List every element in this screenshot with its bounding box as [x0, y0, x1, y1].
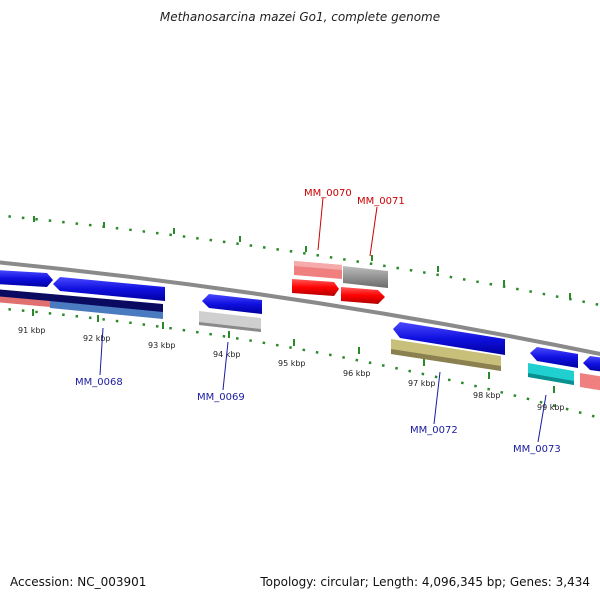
gene-feature-mm0068-forward[interactable] [53, 277, 165, 301]
ruler-label-96: 96 kbp [343, 369, 371, 378]
accession-text: Accession: NC_003901 [10, 575, 147, 589]
leader-mm0073 [537, 394, 547, 443]
track-mm0073-inner [528, 363, 574, 385]
genome-backbone [0, 260, 600, 357]
leader-mm0072 [433, 371, 441, 425]
gene-feature-mm0069[interactable] [202, 294, 262, 314]
track-right-edge-inner [580, 373, 600, 391]
gene-label-mm0070[interactable]: MM_0070 [304, 188, 352, 199]
gene-feature-mm0070[interactable] [294, 261, 342, 279]
ruler-label-98: 98 kbp [473, 391, 501, 400]
inner-ruler-ticks [32, 309, 555, 393]
genome-title: Methanosarcina mazei Go1, complete genom… [159, 10, 441, 24]
leader-mm0070 [317, 197, 324, 251]
gene-label-mm0071[interactable]: MM_0071 [357, 196, 405, 207]
gene-label-mm0068[interactable]: MM_0068 [75, 377, 123, 388]
gene-feature-mm0071[interactable] [343, 266, 388, 288]
gene-label-mm0069[interactable]: MM_0069 [197, 392, 245, 403]
ruler-label-95: 95 kbp [278, 359, 306, 368]
outer-ruler-ticks [33, 216, 571, 299]
ruler-label-93: 93 kbp [148, 341, 176, 350]
gene-feature-left-1[interactable] [0, 270, 53, 287]
leader-mm0069 [222, 341, 229, 391]
ruler-label-97: 97 kbp [408, 379, 436, 388]
gene-feature-mm0073[interactable] [530, 347, 578, 368]
topology-summary-text: Topology: circular; Length: 4,096,345 bp… [260, 575, 590, 589]
gene-feature-mm0072[interactable] [393, 322, 505, 355]
leader-mm0068 [99, 327, 104, 376]
gene-feature-right-edge[interactable] [583, 356, 600, 372]
ruler-label-91: 91 kbp [18, 326, 46, 335]
gene-label-mm0073[interactable]: MM_0073 [513, 444, 561, 455]
inner-ruler-dots [0, 307, 600, 420]
gene-feature-mm0070-cds[interactable] [292, 279, 339, 296]
gene-label-mm0072[interactable]: MM_0072 [410, 425, 458, 436]
leader-mm0071 [369, 206, 378, 257]
ruler-label-99: 99 kbp [537, 403, 565, 412]
track-mm0069-inner [199, 311, 261, 332]
ruler-label-92: 92 kbp [83, 334, 111, 343]
track-mm0068-inner [0, 289, 163, 319]
track-mm0072-inner [391, 339, 501, 371]
gene-feature-mm0071-cds[interactable] [341, 287, 385, 304]
